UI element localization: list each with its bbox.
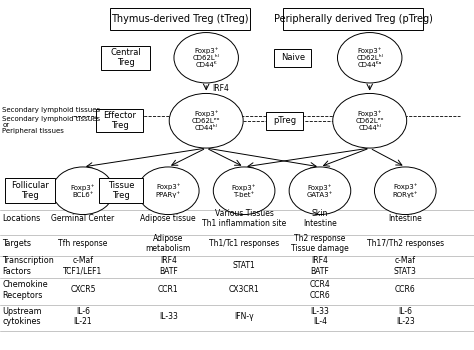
Text: Chemokine
Receptors: Chemokine Receptors: [2, 280, 48, 300]
Text: IRF4: IRF4: [212, 84, 229, 93]
Ellipse shape: [213, 167, 275, 215]
FancyBboxPatch shape: [274, 49, 311, 67]
Text: Tfh response: Tfh response: [58, 239, 108, 248]
FancyBboxPatch shape: [100, 46, 151, 70]
Text: Intestine: Intestine: [388, 214, 422, 223]
Ellipse shape: [169, 93, 243, 148]
Text: CCR6: CCR6: [395, 285, 416, 294]
Text: IL-33
IL-4: IL-33 IL-4: [310, 307, 329, 327]
Text: Foxp3⁺
RORγt⁺: Foxp3⁺ RORγt⁺: [392, 183, 418, 198]
FancyBboxPatch shape: [283, 8, 423, 30]
Ellipse shape: [52, 167, 114, 215]
Ellipse shape: [174, 33, 238, 83]
Text: Transcription
Factors: Transcription Factors: [2, 256, 54, 276]
Text: pTreg: pTreg: [273, 116, 296, 125]
Ellipse shape: [337, 33, 402, 83]
Text: CCR4
CCR6: CCR4 CCR6: [310, 280, 330, 300]
Text: Central
Treg: Central Treg: [110, 48, 141, 68]
Text: Th1/Tc1 responses: Th1/Tc1 responses: [209, 239, 279, 248]
Text: Adipose
metabolism: Adipose metabolism: [146, 233, 191, 253]
Text: IRF4
BATF: IRF4 BATF: [310, 256, 329, 276]
Text: Upstream
cytokines: Upstream cytokines: [2, 307, 42, 327]
Text: CXCR5: CXCR5: [70, 285, 96, 294]
Text: Peripherally derived Treg (pTreg): Peripherally derived Treg (pTreg): [273, 14, 433, 24]
Text: Foxp3⁺
T-bet⁺: Foxp3⁺ T-bet⁺: [232, 184, 256, 198]
Text: Follicular
Treg: Follicular Treg: [11, 181, 49, 201]
Text: Secondary lymphoid tissues: Secondary lymphoid tissues: [2, 107, 100, 113]
Text: IL-6
IL-21: IL-6 IL-21: [73, 307, 92, 327]
Text: Targets: Targets: [2, 239, 31, 248]
Text: Peripheral tissues: Peripheral tissues: [2, 128, 64, 134]
Ellipse shape: [333, 93, 407, 148]
Text: Skin
Intestine: Skin Intestine: [303, 209, 337, 229]
FancyBboxPatch shape: [110, 8, 250, 30]
FancyBboxPatch shape: [266, 112, 303, 130]
Text: c-Maf
STAT3: c-Maf STAT3: [394, 256, 417, 276]
Text: or: or: [2, 122, 9, 128]
Text: Locations: Locations: [2, 214, 41, 223]
Text: IL-6
IL-23: IL-6 IL-23: [396, 307, 415, 327]
Text: IL-33: IL-33: [159, 312, 178, 321]
FancyBboxPatch shape: [5, 178, 55, 203]
Text: Secondary lymphoid tissues: Secondary lymphoid tissues: [2, 116, 100, 122]
Text: Foxp3⁺
BCL6⁺: Foxp3⁺ BCL6⁺: [71, 184, 95, 198]
Ellipse shape: [289, 167, 351, 215]
Text: Foxp3⁺
CD62Lᵉᵒ
CD44ʰᴵ: Foxp3⁺ CD62Lᵉᵒ CD44ʰᴵ: [356, 110, 384, 131]
Text: Germinal Center: Germinal Center: [51, 214, 115, 223]
FancyBboxPatch shape: [96, 109, 143, 132]
Text: Foxp3⁺
CD62Lʰᴵ
CD44ᴷ: Foxp3⁺ CD62Lʰᴵ CD44ᴷ: [193, 47, 219, 68]
Text: Foxp3⁺
CD62Lᵉᵒ
CD44ʰᴵ: Foxp3⁺ CD62Lᵉᵒ CD44ʰᴵ: [192, 110, 220, 131]
Text: Foxp3⁺
PPARγ⁺: Foxp3⁺ PPARγ⁺: [155, 183, 181, 198]
Text: Foxp3⁺
GATA3⁺: Foxp3⁺ GATA3⁺: [307, 184, 333, 198]
Text: STAT1: STAT1: [233, 261, 255, 271]
Text: Tissue
Treg: Tissue Treg: [108, 181, 134, 201]
Text: Thymus-derived Treg (tTreg): Thymus-derived Treg (tTreg): [111, 14, 249, 24]
Text: Foxp3⁺
CD62Lʰᴵ
CD44ᴷᵃ: Foxp3⁺ CD62Lʰᴵ CD44ᴷᵃ: [356, 47, 383, 68]
Text: IRF4
BATF: IRF4 BATF: [159, 256, 178, 276]
Text: Effector
Treg: Effector Treg: [103, 111, 136, 131]
Text: CCR1: CCR1: [158, 285, 179, 294]
Text: c-Maf
TCF1/LEF1: c-Maf TCF1/LEF1: [64, 256, 102, 276]
Text: Th2 response
Tissue damage: Th2 response Tissue damage: [291, 233, 349, 253]
FancyBboxPatch shape: [99, 178, 143, 203]
Text: IFN-γ: IFN-γ: [234, 312, 254, 321]
Text: Various Tissues
Th1 inflammation site: Various Tissues Th1 inflammation site: [202, 209, 286, 229]
Ellipse shape: [137, 167, 199, 215]
Text: Th17/Th2 responses: Th17/Th2 responses: [367, 239, 444, 248]
Text: Naive: Naive: [281, 53, 305, 62]
Text: Adipose tissue: Adipose tissue: [140, 214, 196, 223]
Text: CX3CR1: CX3CR1: [229, 285, 259, 294]
Ellipse shape: [374, 167, 436, 215]
